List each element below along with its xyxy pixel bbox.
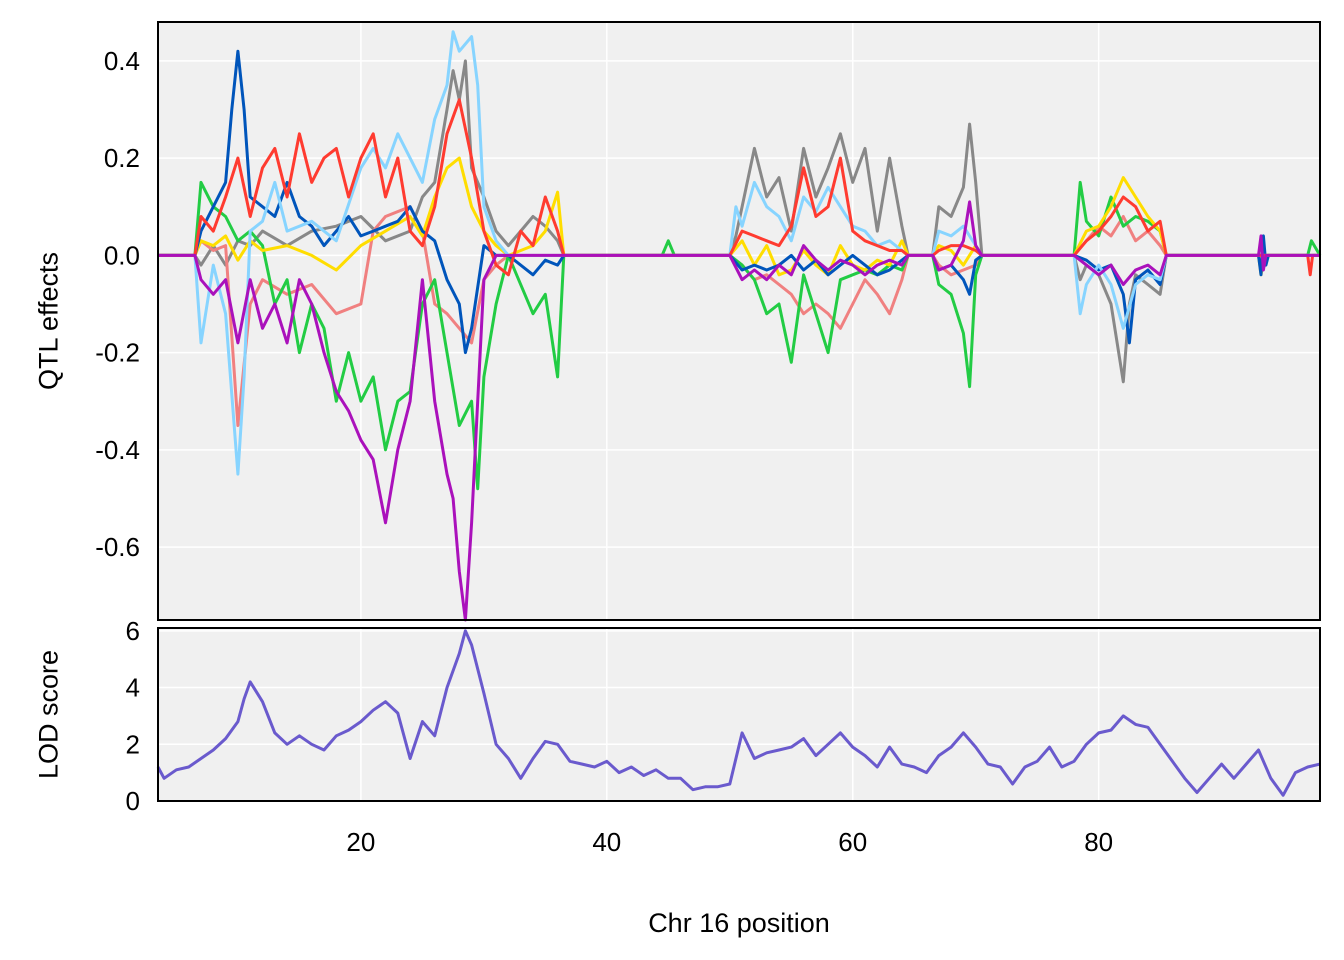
lod-panel-frame xyxy=(157,627,1321,802)
y-tick-label: 0.0 xyxy=(104,240,140,270)
effects-y-axis-title: QTL effects xyxy=(33,252,63,390)
lod-panel: 0 2 4 6 20 40 60 80 LOD score xyxy=(33,616,1321,857)
effects-panel: 0.4 0.2 0.0 -0.2 -0.4 -0.6 QTL effects xyxy=(33,21,1322,622)
lod-series-line-0 xyxy=(156,629,1321,797)
y-tick-label: 6 xyxy=(126,616,140,646)
x-tick-label: 20 xyxy=(346,827,375,857)
x-tick-label: 80 xyxy=(1084,827,1113,857)
x-tick-label: 40 xyxy=(592,827,621,857)
effects-series-line-7 xyxy=(158,200,1320,622)
y-tick-label: 4 xyxy=(126,673,140,703)
effects-y-tick-labels: 0.4 0.2 0.0 -0.2 -0.4 -0.6 xyxy=(95,46,140,562)
effects-panel-frame xyxy=(157,21,1321,621)
effects-series-line-3 xyxy=(158,156,1320,277)
y-tick-label: 0 xyxy=(126,786,140,816)
effects-series-lines xyxy=(158,30,1322,622)
effects-panel-background xyxy=(158,22,1320,620)
x-tick-label: 60 xyxy=(838,827,867,857)
lod-panel-background xyxy=(158,628,1320,801)
lod-y-axis-title: LOD score xyxy=(33,650,63,779)
y-tick-label: -0.4 xyxy=(95,435,140,465)
y-tick-label: -0.2 xyxy=(95,338,140,368)
y-tick-label: 0.2 xyxy=(104,143,140,173)
y-tick-label: -0.6 xyxy=(95,532,140,562)
lod-y-tick-labels: 0 2 4 6 xyxy=(126,616,140,816)
effects-series-line-6 xyxy=(158,98,1320,277)
x-tick-labels: 20 40 60 80 xyxy=(346,827,1113,857)
lod-series-line xyxy=(156,629,1321,797)
y-tick-label: 0.4 xyxy=(104,46,140,76)
x-axis-title: Chr 16 position xyxy=(648,908,830,938)
y-tick-label: 2 xyxy=(126,729,140,759)
